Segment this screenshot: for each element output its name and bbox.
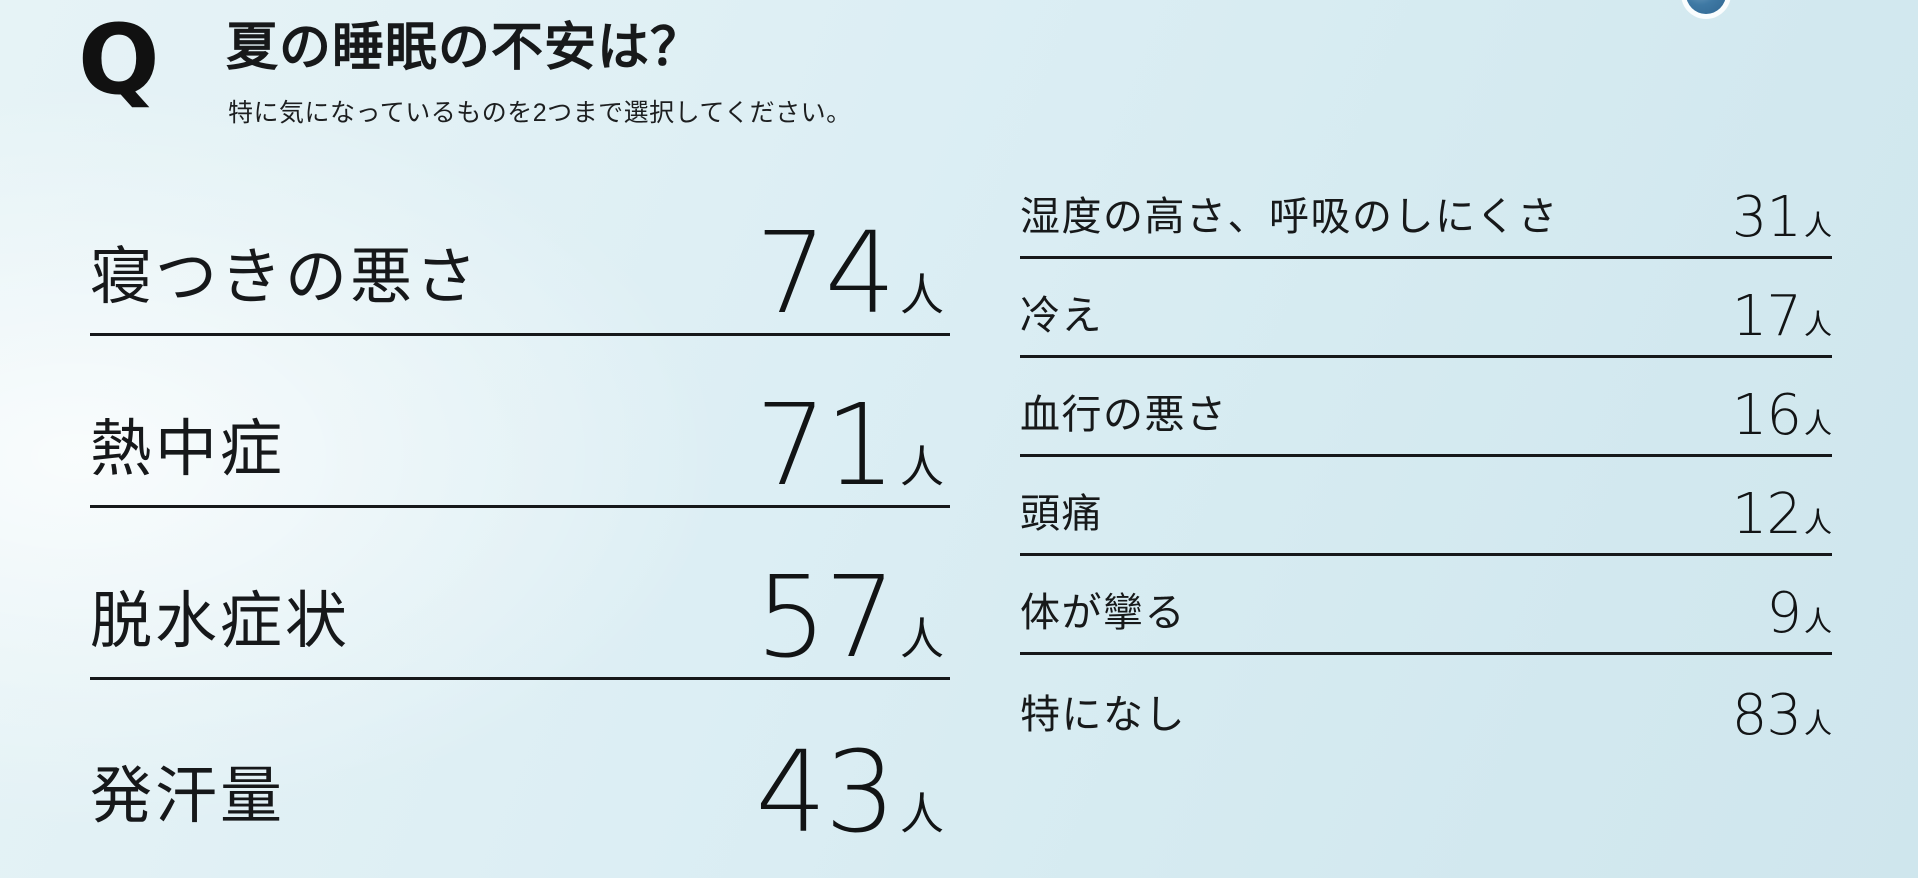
result-count: 43 (755, 727, 896, 858)
result-unit: 人 (900, 789, 944, 839)
result-unit: 人 (1803, 407, 1832, 439)
table-row: 脱水症状 57 人 (90, 508, 950, 680)
result-count: 16 (1731, 382, 1802, 448)
survey-header: Q 夏の睡眠の不安は？ 特に気になっているものを2つまで選択してください。 (0, 0, 1918, 150)
result-value: 17 人 (1731, 283, 1832, 355)
result-unit: 人 (900, 270, 944, 320)
table-row: 血行の悪さ 16 人 (1020, 358, 1832, 457)
result-unit: 人 (1803, 506, 1832, 538)
result-value: 57 人 (755, 552, 950, 683)
result-value: 31 人 (1731, 184, 1832, 256)
result-unit: 人 (1803, 707, 1832, 739)
result-unit: 人 (1803, 209, 1832, 241)
result-label: 脱水症状 (90, 587, 351, 656)
result-count: 83 (1731, 682, 1802, 748)
result-value: 74 人 (755, 208, 950, 339)
table-row: 特になし 83 人 (1020, 655, 1832, 754)
result-label: 頭痛 (1020, 492, 1103, 536)
table-row: 体が攣る 9 人 (1020, 556, 1832, 655)
result-unit: 人 (900, 614, 944, 664)
result-count: 9 (1766, 580, 1802, 646)
result-value: 71 人 (755, 380, 950, 511)
result-unit: 人 (1803, 308, 1832, 340)
result-value: 9 人 (1766, 580, 1832, 652)
result-count: 12 (1731, 481, 1802, 547)
decorative-bubble-icon (1686, 0, 1726, 14)
result-value: 43 人 (755, 727, 950, 858)
result-label: 体が攣る (1020, 591, 1186, 635)
result-label: 特になし (1020, 693, 1186, 737)
question-marker-icon: Q (78, 4, 160, 116)
result-label: 発汗量 (90, 762, 286, 831)
results-columns: 寝つきの悪さ 74 人 熱中症 71 人 脱水症状 57 人 発汗量 43 (0, 150, 1918, 878)
table-row: 冷え 17 人 (1020, 259, 1832, 358)
result-count: 57 (755, 552, 896, 683)
result-count: 31 (1731, 184, 1802, 250)
result-label: 血行の悪さ (1020, 393, 1228, 437)
result-value: 16 人 (1731, 382, 1832, 454)
result-count: 71 (755, 380, 896, 511)
table-row: 熱中症 71 人 (90, 336, 950, 508)
result-count: 17 (1731, 283, 1802, 349)
results-column-primary: 寝つきの悪さ 74 人 熱中症 71 人 脱水症状 57 人 発汗量 43 (90, 164, 950, 852)
table-row: 湿度の高さ、呼吸のしにくさ 31 人 (1020, 160, 1832, 259)
result-label: 湿度の高さ、呼吸のしにくさ (1020, 195, 1559, 239)
result-label: 寝つきの悪さ (90, 243, 481, 312)
result-unit: 人 (900, 442, 944, 492)
page-title: 夏の睡眠の不安は？ (226, 19, 704, 77)
result-count: 74 (755, 208, 896, 339)
results-column-secondary: 湿度の高さ、呼吸のしにくさ 31 人 冷え 17 人 血行の悪さ 16 人 頭痛… (1020, 160, 1832, 754)
table-row: 頭痛 12 人 (1020, 457, 1832, 556)
result-unit: 人 (1803, 605, 1832, 637)
result-value: 12 人 (1731, 481, 1832, 553)
result-label: 冷え (1020, 294, 1103, 338)
table-row: 発汗量 43 人 (90, 680, 950, 852)
result-label: 熱中症 (90, 415, 286, 484)
table-row: 寝つきの悪さ 74 人 (90, 164, 950, 336)
result-value: 83 人 (1731, 682, 1832, 754)
page-subtitle: 特に気になっているものを2つまで選択してください。 (228, 99, 852, 127)
